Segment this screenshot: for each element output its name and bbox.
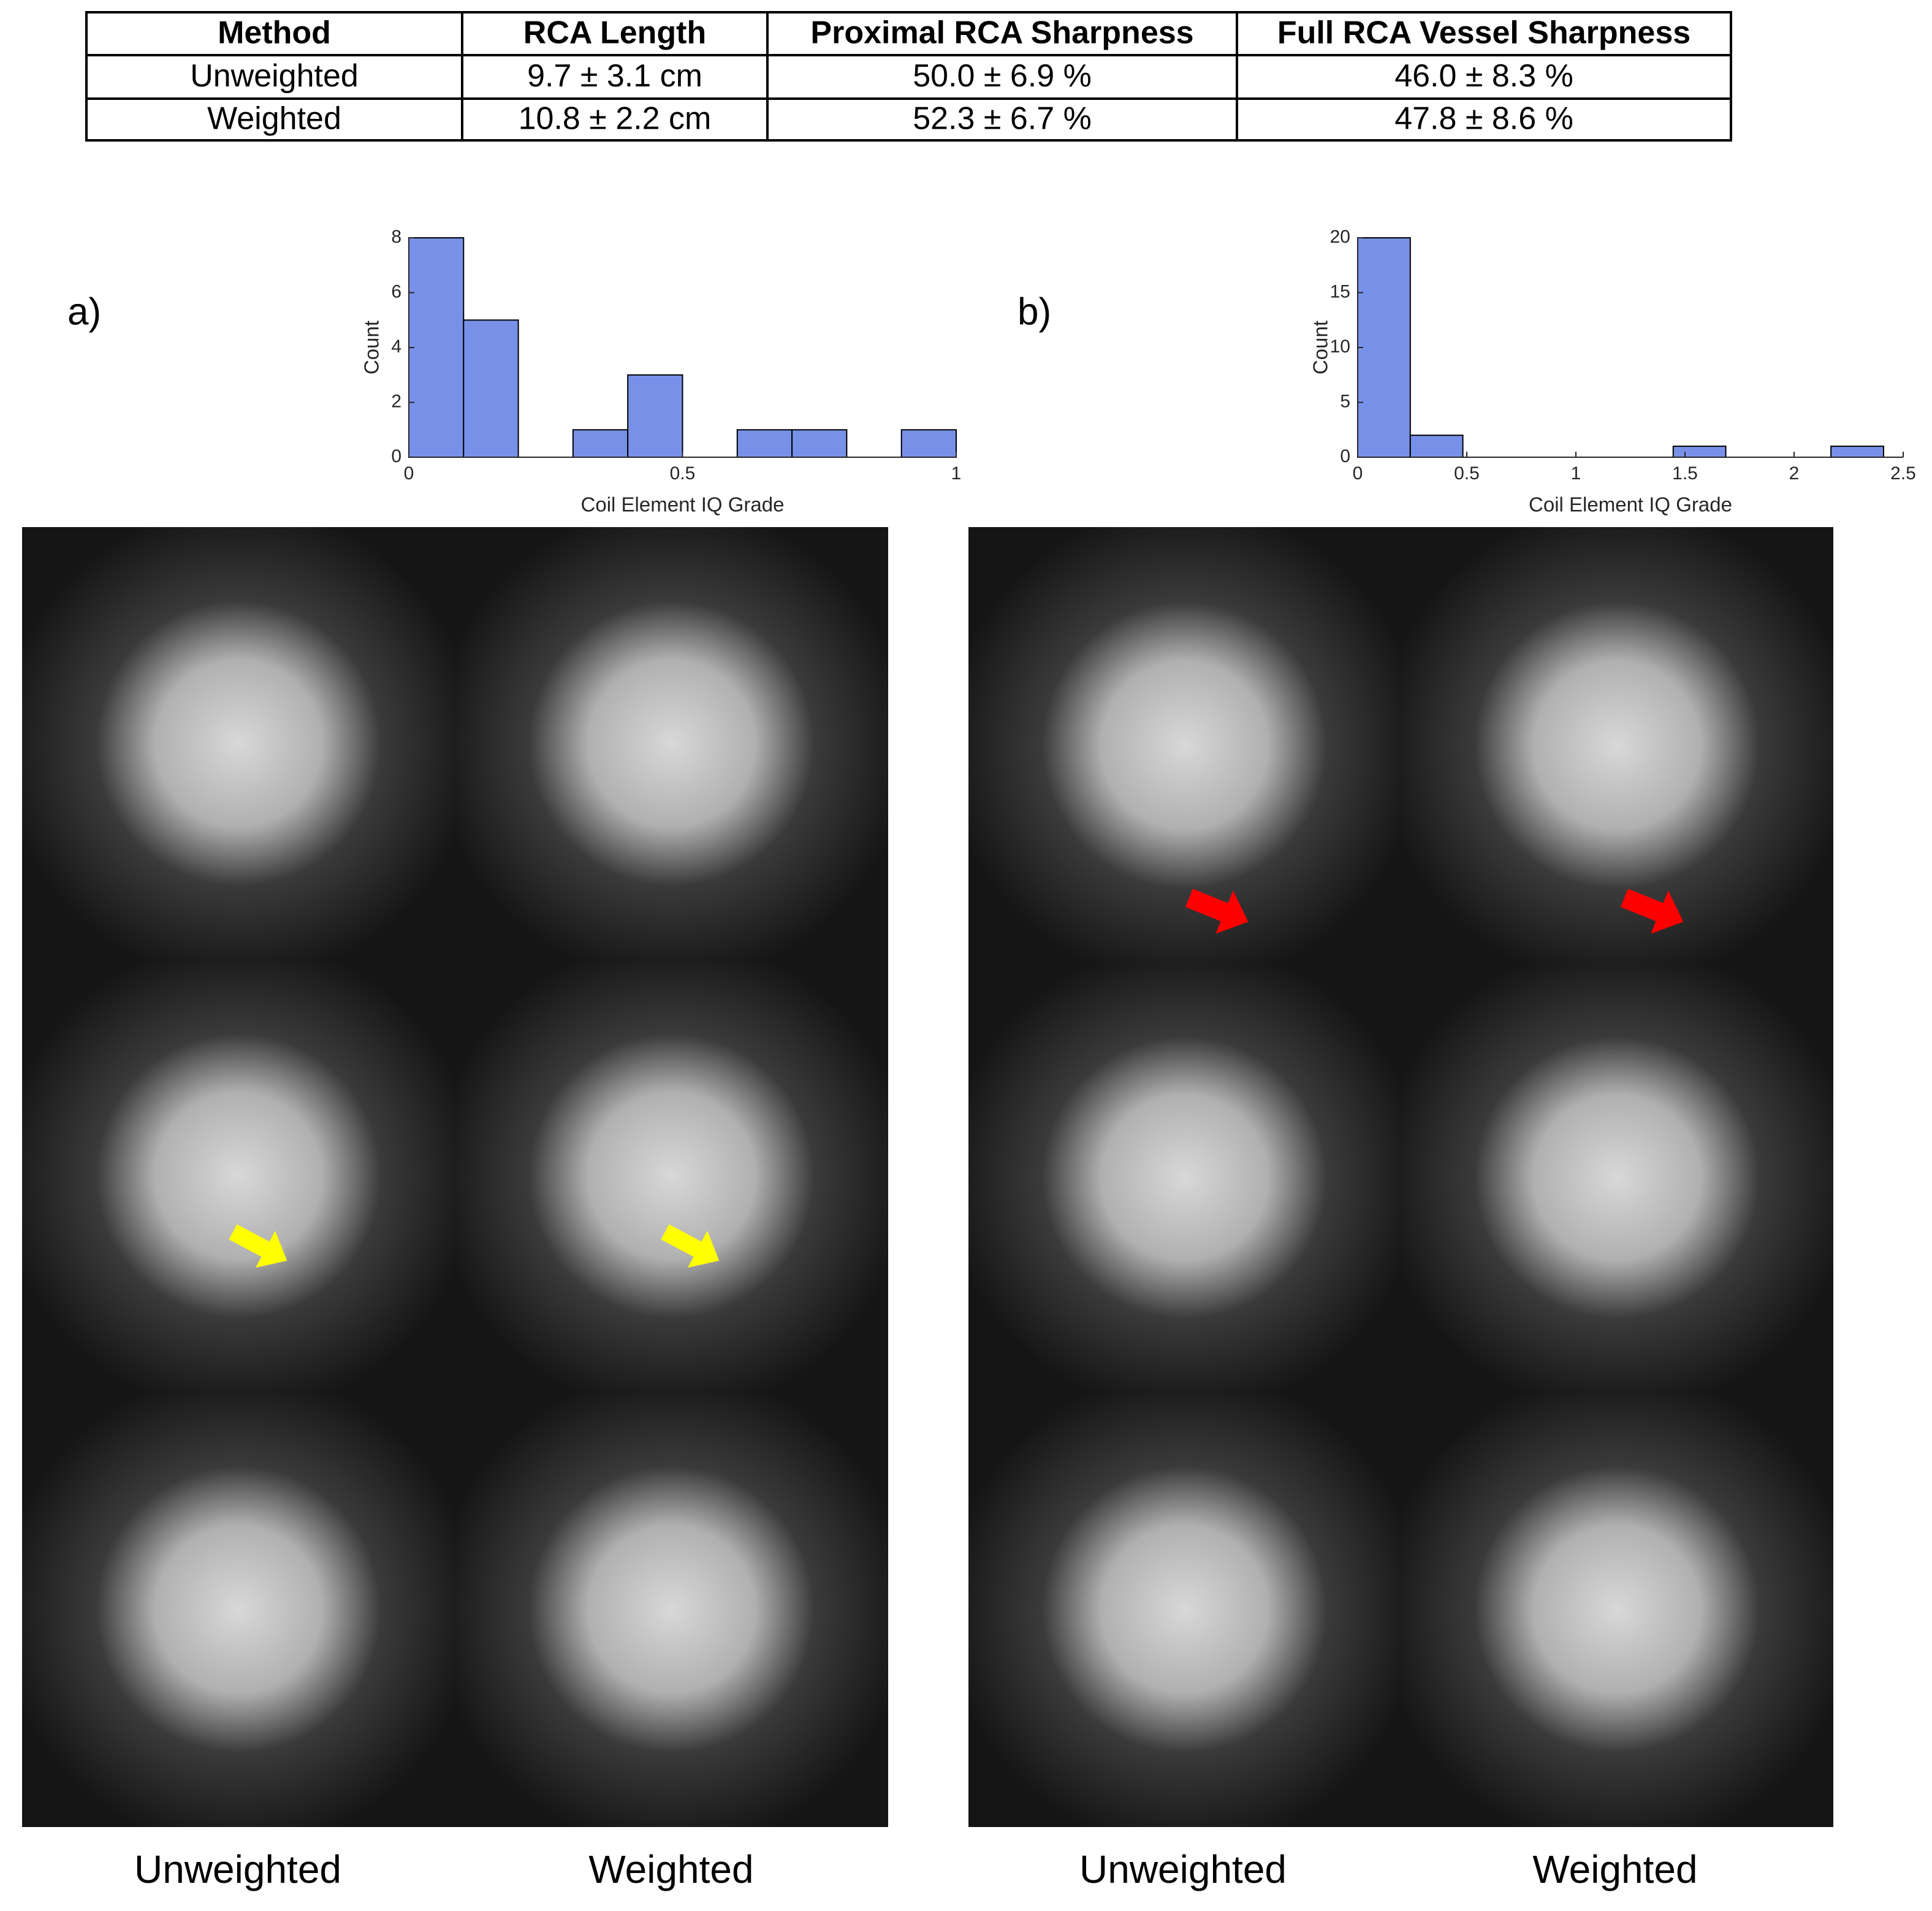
table-cell: Weighted [207, 101, 341, 137]
red-arrow [1621, 889, 1684, 934]
image-label: Unweighted [1079, 1847, 1287, 1891]
bar [627, 374, 683, 458]
bar [1357, 237, 1411, 458]
x-axis-label: Coil Element IQ Grade [581, 493, 785, 516]
x-tick-label: 2.5 [1890, 463, 1916, 484]
table-border [85, 11, 1732, 142]
bar [572, 429, 629, 458]
table-cell: 46.0 ± 8.3 % [1394, 58, 1573, 94]
bar [1830, 446, 1884, 458]
table-cell: 50.0 ± 6.9 % [913, 58, 1092, 94]
x-tick-label: 0 [404, 463, 414, 484]
y-tick-label: 5 [1340, 391, 1350, 411]
mri-image [968, 1392, 1401, 1827]
y-tick-label: 6 [391, 281, 401, 302]
x-tick-label: 0.5 [670, 463, 696, 484]
yellow-arrow [229, 1224, 287, 1268]
y-tick-label: 15 [1330, 281, 1350, 302]
mri-image [455, 960, 888, 1392]
mri-image [968, 963, 1401, 1392]
panel-label: a) [67, 291, 101, 333]
table-cell: 52.3 ± 6.7 % [913, 101, 1092, 137]
mri-images [22, 527, 1833, 1827]
bar [408, 237, 465, 458]
y-tick-label: 2 [391, 391, 401, 411]
table-cell: 9.7 ± 3.1 cm [527, 58, 702, 94]
mri-image [455, 1392, 888, 1827]
x-tick-label: 0 [1353, 463, 1363, 484]
table-cell: 10.8 ± 2.2 cm [519, 101, 712, 137]
x-axis-label: Coil Element IQ Grade [1529, 493, 1732, 516]
mri-image [1401, 963, 1833, 1392]
mri-image [22, 1392, 455, 1827]
image-label: Weighted [588, 1847, 753, 1891]
y-axis-label: Count [1309, 321, 1332, 374]
table-header: Full RCA Vessel Sharpness [1277, 15, 1690, 51]
table-header: RCA Length [523, 15, 706, 51]
arrows [229, 889, 1684, 1268]
mri-image [1401, 1392, 1833, 1827]
image-label: Weighted [1532, 1847, 1697, 1891]
y-tick-label: 0 [1340, 446, 1350, 466]
table-header: Method [218, 15, 331, 51]
y-tick-label: 8 [391, 227, 401, 247]
mri-image [455, 527, 888, 960]
mri-image [1401, 527, 1833, 963]
image-label: Unweighted [134, 1847, 341, 1891]
mri-image [968, 527, 1401, 963]
table-cell: Unweighted [190, 58, 359, 94]
panel-label: b) [1017, 291, 1051, 333]
x-tick-label: 0.5 [1454, 463, 1480, 484]
x-tick-label: 1.5 [1672, 463, 1698, 484]
bar [900, 429, 957, 458]
y-tick-label: 20 [1330, 227, 1350, 247]
bar [1409, 435, 1464, 458]
table-header: Proximal RCA Sharpness [810, 15, 1193, 51]
y-tick-label: 10 [1330, 336, 1350, 357]
x-tick-label: 1 [951, 463, 962, 484]
y-tick-label: 0 [391, 446, 401, 466]
y-tick-label: 4 [391, 336, 401, 357]
x-tick-label: 2 [1789, 463, 1800, 484]
red-arrow [1185, 889, 1249, 934]
table-cell: 47.8 ± 8.6 % [1394, 101, 1573, 137]
bar [736, 429, 793, 458]
y-axis-label: Count [360, 321, 383, 374]
mri-image [22, 527, 455, 960]
mri-image [22, 960, 455, 1392]
bar [791, 429, 848, 458]
x-tick-label: 1 [1571, 463, 1581, 484]
yellow-arrow [661, 1224, 720, 1268]
bar [463, 319, 519, 458]
bar [1672, 446, 1727, 458]
